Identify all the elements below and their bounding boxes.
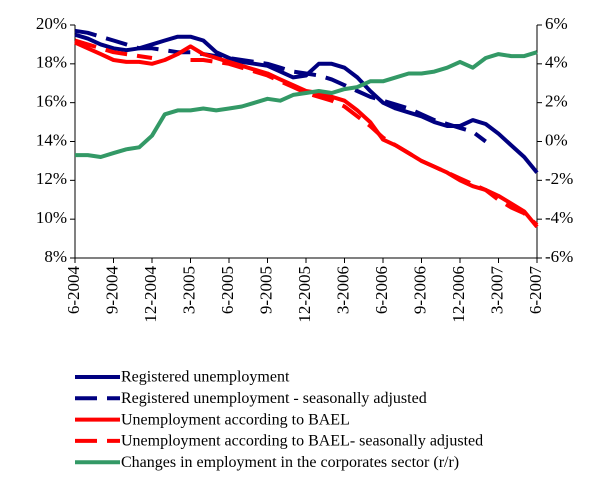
y2-tick-label: -4% (545, 208, 573, 227)
y-tick-label: 20% (36, 14, 67, 33)
series-line (75, 50, 538, 159)
x-tick-label: 12-2006 (449, 266, 468, 323)
x-tick-label: 3-2006 (333, 266, 352, 314)
y-tick-label: 10% (36, 208, 67, 227)
y-tick-label: 14% (36, 130, 67, 149)
y2-tick-label: -2% (545, 169, 573, 188)
y-tick-label: 18% (36, 53, 67, 72)
y2-tick-label: 6% (545, 14, 568, 33)
legend-label: Unemployment according to BAEL- seasonal… (121, 433, 483, 450)
x-tick-label: 9-2005 (256, 266, 275, 314)
x-tick-label: 3-2005 (179, 266, 198, 314)
x-tick-label: 9-2004 (102, 266, 121, 315)
legend-label: Registered unemployment (121, 369, 290, 386)
x-tick-label: 12-2005 (295, 266, 314, 323)
legend-label: Registered unemployment - seasonally adj… (121, 390, 427, 407)
y2-tick-label: 2% (545, 92, 568, 111)
series-line (74, 40, 539, 229)
y-tick-label: 8% (44, 247, 67, 266)
y-tick-label: 12% (36, 169, 67, 188)
series-line (74, 38, 153, 60)
x-tick-label: 6-2004 (64, 266, 83, 315)
legend-label: Unemployment according to BAEL (121, 411, 350, 428)
x-tick-label: 6-2007 (526, 266, 545, 315)
series-line (74, 28, 487, 144)
series-line (190, 58, 539, 227)
y2-tick-label: 4% (545, 53, 568, 72)
x-tick-label: 6-2006 (372, 266, 391, 314)
y-tick-label: 16% (36, 92, 67, 111)
y2-tick-label: -6% (545, 247, 573, 266)
legend: Registered unemployment Registered unempl… (75, 369, 483, 471)
y2-tick-label: 0% (545, 130, 568, 149)
x-tick-label: 3-2007 (487, 266, 506, 315)
x-tick-label: 6-2005 (218, 266, 237, 314)
x-tick-label: 9-2006 (410, 266, 429, 314)
legend-label: Changes in employment in the corporates … (121, 454, 459, 471)
x-tick-label: 12-2004 (141, 266, 160, 323)
